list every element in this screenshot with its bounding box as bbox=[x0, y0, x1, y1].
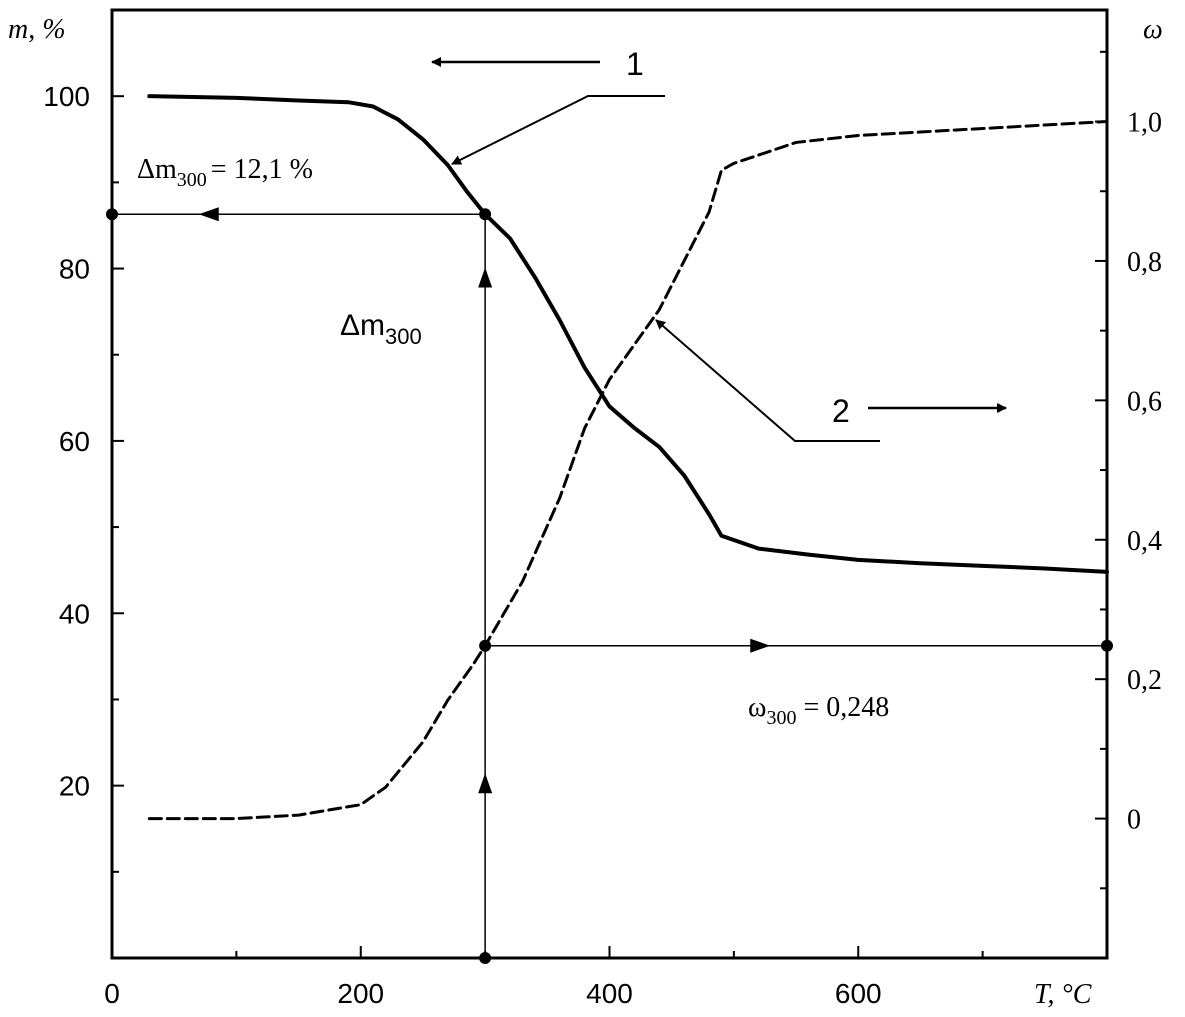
y-left-tick-label: 40 bbox=[59, 598, 90, 629]
x-tick-label: 600 bbox=[835, 978, 882, 1009]
x-tick-label: 200 bbox=[337, 978, 384, 1009]
omega300-value-label: ω300 = 0,248 bbox=[748, 692, 889, 729]
dm300-arrow-delta: Δm bbox=[340, 309, 385, 342]
marker-x300-axis bbox=[479, 952, 492, 964]
y-left-tick-label: 100 bbox=[43, 81, 90, 112]
marker-points bbox=[106, 208, 1113, 964]
omega300-up-arrowhead bbox=[478, 773, 493, 794]
axis-tick-labels: 0 200 400 600 20 40 60 80 100 0 0,2 0,4 0,6 0,8 1,0 bbox=[43, 81, 1162, 1009]
x-axis-label: T, °C bbox=[1034, 979, 1092, 1010]
y-left-tick-label: 80 bbox=[59, 254, 90, 285]
y-right-tick-label: 0,4 bbox=[1127, 526, 1162, 557]
y-left-axis-label: m, % bbox=[8, 14, 66, 45]
y-right-tick-label: 0,8 bbox=[1127, 247, 1162, 278]
dm300-arrow-sub: 300 bbox=[385, 324, 422, 349]
x-tick-label: 0 bbox=[104, 978, 120, 1009]
series-lines bbox=[147, 94, 1109, 821]
series-1-line bbox=[147, 94, 1109, 574]
series-2-line bbox=[147, 120, 1109, 821]
omega300-value-omega: ω bbox=[748, 692, 766, 723]
y-right-axis-label: ω bbox=[1143, 14, 1163, 45]
y-right-tick-label: 1,0 bbox=[1127, 108, 1162, 139]
y-right-tick-label: 0 bbox=[1127, 805, 1141, 836]
dm300-arrow-label: Δm300 bbox=[340, 309, 422, 349]
series-1-leader bbox=[451, 95, 665, 165]
omega300-right-arrowhead bbox=[750, 638, 771, 653]
y-right-tick-label: 0,2 bbox=[1127, 665, 1162, 696]
dm300-value-delta: Δm bbox=[137, 154, 177, 185]
omega300-value-rest: = 0,248 bbox=[796, 692, 889, 723]
dm300-value-sub: 300 bbox=[177, 169, 207, 191]
dm300-value-label: Δm300 = 12,1 % bbox=[137, 154, 313, 191]
guide-lines bbox=[112, 207, 1107, 958]
axis-ticks bbox=[112, 50, 1107, 958]
x-tick-label: 400 bbox=[586, 978, 633, 1009]
y-left-tick-label: 20 bbox=[59, 771, 90, 802]
marker-dm300 bbox=[479, 208, 492, 221]
series-1-label: 1 bbox=[626, 46, 644, 82]
omega300-value-sub: 300 bbox=[766, 707, 796, 729]
series-2-leader bbox=[655, 319, 880, 442]
dm300-up-arrowhead bbox=[478, 267, 493, 288]
dm300-value-rest: = 12,1 % bbox=[211, 154, 313, 185]
dm300-left-arrowhead bbox=[198, 207, 219, 222]
marker-omega300-axis bbox=[1101, 639, 1113, 652]
y-left-tick-label: 60 bbox=[59, 426, 90, 457]
series-2-label: 2 bbox=[832, 393, 850, 429]
marker-dm300-axis bbox=[106, 208, 118, 221]
marker-omega300 bbox=[479, 639, 492, 652]
y-right-tick-label: 0,6 bbox=[1127, 386, 1162, 417]
